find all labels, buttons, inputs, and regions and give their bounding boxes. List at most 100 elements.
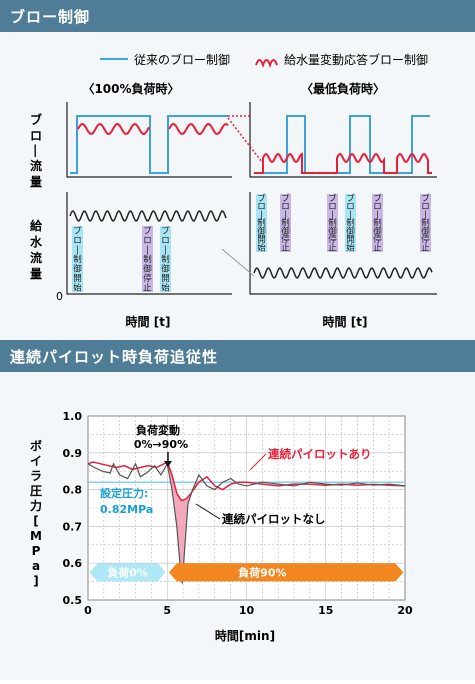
origin-label: 0 bbox=[56, 290, 63, 303]
tag-char: 停 bbox=[281, 234, 290, 245]
tag-char: ブ bbox=[328, 193, 337, 204]
tag-char: 御 bbox=[346, 226, 355, 237]
tag-char: 止 bbox=[281, 243, 290, 254]
y-tick-label: 1.0 bbox=[63, 410, 83, 423]
tag-char: ロ bbox=[281, 202, 290, 212]
tag-char: ロ bbox=[73, 236, 82, 246]
tag-char: | bbox=[424, 210, 427, 220]
tag-char: ロ bbox=[257, 202, 266, 212]
tag-char: 制 bbox=[161, 254, 170, 265]
label-with-pilot-leader bbox=[249, 453, 267, 471]
tag-char: 御 bbox=[281, 226, 290, 237]
label-without-pilot: 連続パイロットなし bbox=[222, 512, 326, 526]
tag-char: | bbox=[376, 210, 379, 220]
tag-char: 制 bbox=[257, 218, 266, 229]
tag-char: | bbox=[284, 210, 287, 220]
setpoint-label: 設定圧力: bbox=[100, 486, 148, 500]
tag-char: 御 bbox=[373, 226, 382, 237]
annot-load-change2: 0%→90% bbox=[134, 438, 188, 451]
blow-control-tags: ブロ|制御開始ブロ|制御停止ブロ|制御開始ブロ|制御開始ブロ|制御停止ブロ|制御… bbox=[72, 193, 431, 293]
chart-xlabel: 時間[min] bbox=[215, 628, 275, 643]
tag-char: | bbox=[164, 246, 167, 256]
tag-char: 制 bbox=[421, 218, 430, 229]
tag-bg bbox=[160, 226, 171, 292]
series-without-pilot bbox=[87, 462, 406, 584]
y-tick-label: 0.9 bbox=[63, 447, 83, 460]
tag-char: 停 bbox=[421, 234, 430, 245]
tag-bg bbox=[280, 194, 291, 252]
load90-label: 負荷90% bbox=[238, 565, 286, 579]
tag-char: 止 bbox=[328, 243, 337, 254]
right-subtitle: 〈最低負荷時〉 bbox=[301, 81, 385, 96]
tag-char: 開 bbox=[73, 274, 82, 284]
tag-char: 止 bbox=[143, 282, 152, 293]
tag-char: ブ bbox=[346, 193, 355, 204]
legend-adaptive-label: 給水量変動応答ブロー制御 bbox=[284, 52, 428, 67]
x-tick-label: 20 bbox=[397, 604, 413, 617]
tag-bg bbox=[327, 194, 338, 252]
tag-char: | bbox=[349, 210, 352, 220]
right-top-axes bbox=[249, 102, 437, 178]
y-tick-label: 0.5 bbox=[63, 594, 83, 607]
tag-bg bbox=[345, 194, 356, 252]
x-tick-label: 0 bbox=[84, 604, 92, 617]
tag-char: 御 bbox=[257, 226, 266, 237]
y-tick-label: 0.8 bbox=[63, 484, 83, 497]
tag-char: ロ bbox=[328, 202, 337, 212]
x-tick-label: 10 bbox=[239, 604, 255, 617]
tag-char: 制 bbox=[373, 218, 382, 229]
tag-char: 制 bbox=[328, 218, 337, 229]
tag-char: 始 bbox=[257, 243, 266, 254]
tag-char: 御 bbox=[143, 263, 152, 274]
tag-char: ロ bbox=[421, 202, 430, 212]
ylabel-feed: 給水流量 bbox=[30, 218, 43, 281]
right-adaptive-blow bbox=[254, 152, 432, 174]
tag-char: 止 bbox=[373, 243, 382, 254]
tag-char: 停 bbox=[328, 234, 337, 245]
tag-char: 始 bbox=[73, 282, 82, 293]
ylabel-char: a bbox=[32, 559, 40, 573]
connector-feed bbox=[221, 248, 255, 277]
ylabel-char: P bbox=[32, 544, 41, 558]
ylabel-char: 圧 bbox=[30, 484, 42, 498]
tag-char: | bbox=[76, 246, 79, 256]
left-xlabel: 時間 [t] bbox=[126, 314, 171, 329]
right-feed-wave bbox=[253, 267, 433, 279]
tag-bg bbox=[372, 194, 383, 252]
left-adaptive-blow-2 bbox=[168, 122, 229, 136]
tag-char: 停 bbox=[373, 234, 382, 245]
tag-char: ロ bbox=[161, 236, 170, 246]
blow-control-panel: 従来のブロー制御 給水量変動応答ブロー制御 〈100%負荷時〉 〈最低負荷時〉 … bbox=[0, 32, 475, 340]
load-bars: 負荷0% 負荷90% bbox=[89, 563, 404, 582]
tag-char: 制 bbox=[281, 218, 290, 229]
tag-bg bbox=[142, 226, 153, 292]
tag-char: 御 bbox=[161, 263, 170, 274]
legend-adaptive-line bbox=[255, 59, 278, 69]
tag-bg bbox=[256, 194, 267, 252]
tag-bg bbox=[420, 194, 431, 252]
tag-char: | bbox=[260, 210, 263, 220]
right-xlabel: 時間 [t] bbox=[323, 314, 368, 329]
left-adaptive-blow-1 bbox=[77, 122, 150, 136]
tag-char: | bbox=[331, 210, 334, 220]
ylabel-char: ] bbox=[33, 574, 38, 588]
load90-bar bbox=[168, 563, 404, 582]
tag-char: 御 bbox=[73, 263, 82, 274]
tag-bg bbox=[72, 226, 83, 292]
left-top-axes bbox=[66, 102, 232, 178]
x-tick-label: 5 bbox=[163, 604, 171, 617]
section2-title: 連続パイロット時負荷追従性 bbox=[10, 348, 219, 366]
left-feed-wave bbox=[69, 210, 227, 222]
section1-title: ブロー制御 bbox=[10, 8, 91, 26]
right-conventional-blow bbox=[254, 115, 430, 174]
left-bottom-axes bbox=[66, 192, 232, 295]
tag-char: ブ bbox=[143, 226, 152, 237]
tag-char: ロ bbox=[143, 236, 152, 246]
tag-char: 制 bbox=[346, 218, 355, 229]
ylabel-char: イ bbox=[30, 454, 42, 468]
x-tick-label: 15 bbox=[318, 604, 333, 617]
left-conventional-blow bbox=[70, 115, 228, 174]
